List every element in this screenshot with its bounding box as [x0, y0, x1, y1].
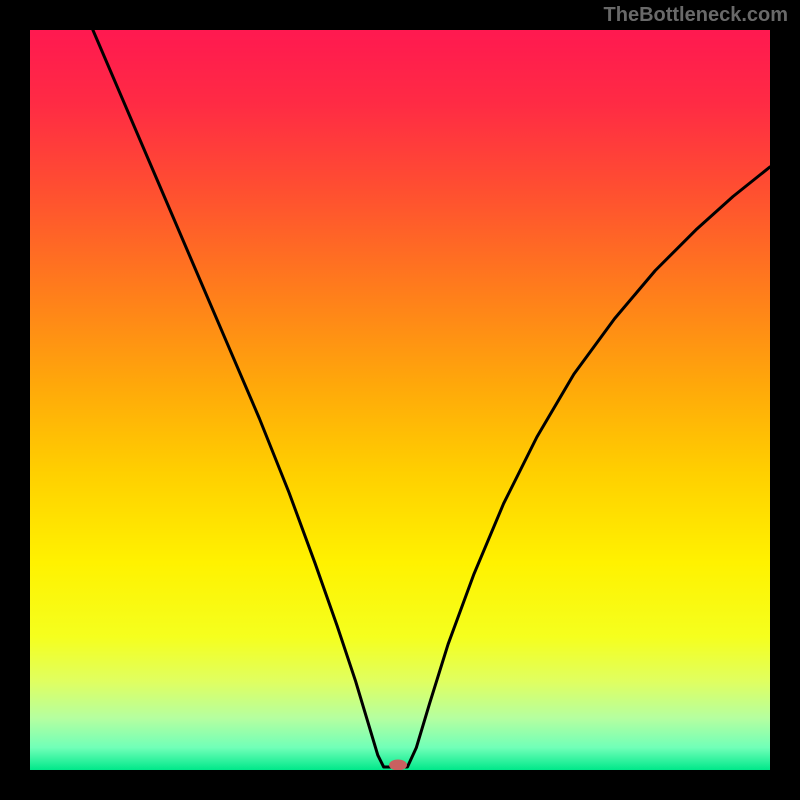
watermark-text: TheBottleneck.com — [604, 4, 788, 27]
optimum-marker — [389, 759, 407, 770]
chart-plot-area — [30, 30, 770, 770]
bottleneck-curve — [93, 30, 770, 767]
chart-curve-svg — [30, 30, 770, 770]
